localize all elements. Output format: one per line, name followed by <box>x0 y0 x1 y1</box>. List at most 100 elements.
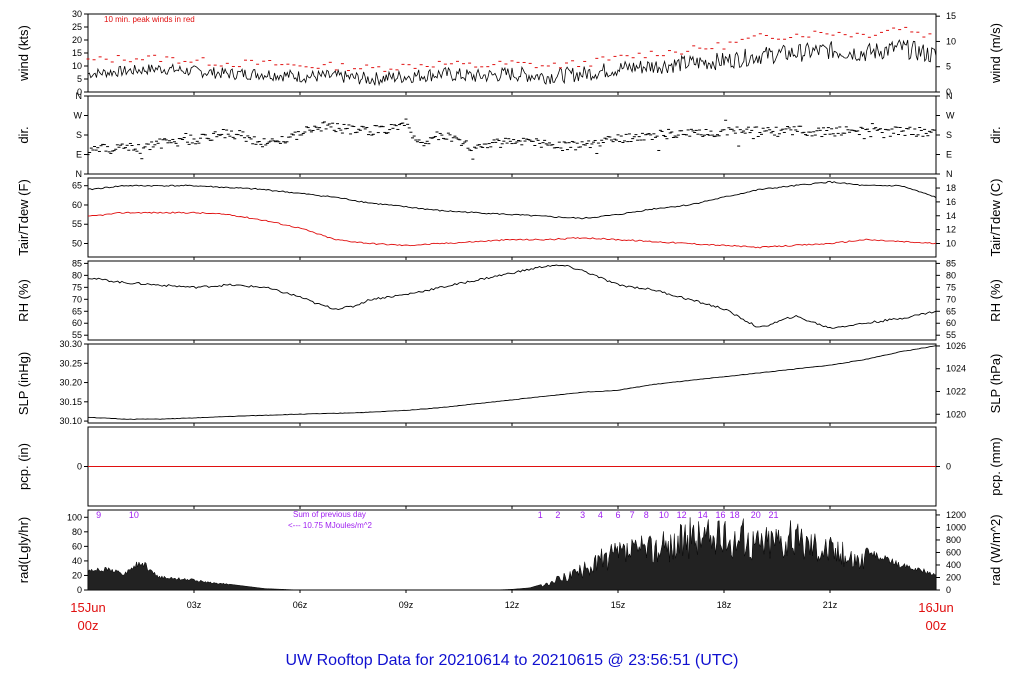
y-tick-label-wind: 25 <box>72 22 82 32</box>
x-tick-label: 21z <box>823 600 838 610</box>
y-axis-label-right-precip: pcp. (mm) <box>988 437 1003 496</box>
panel-frame-rh <box>87 260 937 341</box>
y-tick-label-slp: 30.10 <box>59 416 82 426</box>
y-tick-label-right-rad: 1200 <box>946 510 966 520</box>
y-tick-label-right-dir: W <box>946 111 955 121</box>
y-tick-label-right-rad: 400 <box>946 560 961 570</box>
panel-frame-slp <box>87 343 937 424</box>
temp-series-air <box>88 180 936 220</box>
y-tick-label-right-rh: 65 <box>946 306 956 316</box>
rad-hour-label: 7 <box>630 510 635 520</box>
rad-hour-label: 9 <box>96 510 101 520</box>
y-tick-label-right-dir: S <box>946 130 952 140</box>
y-tick-label-rad: 20 <box>72 570 82 580</box>
y-tick-label-dir: E <box>76 150 82 160</box>
y-tick-label-right-dir: N <box>946 91 953 101</box>
rad-hour-label: 8 <box>644 510 649 520</box>
y-tick-label-rh: 55 <box>72 330 82 340</box>
y-tick-label-right-temp: 18 <box>946 183 956 193</box>
y-axis-label-right-slp: SLP (hPa) <box>988 354 1003 414</box>
x-end-date: 16Jun <box>918 600 953 615</box>
y-tick-label-right-slp: 1020 <box>946 409 966 419</box>
y-tick-label-temp: 65 <box>72 181 82 191</box>
y-tick-label-wind: 10 <box>72 61 82 71</box>
y-tick-label-right-dir: E <box>946 150 952 160</box>
y-tick-label-rh: 80 <box>72 270 82 280</box>
x-end-time: 00z <box>926 618 947 633</box>
x-tick-label: 18z <box>717 600 732 610</box>
y-tick-label-dir: S <box>76 130 82 140</box>
rad-hour-label: 16 <box>715 510 725 520</box>
x-tick-label: 09z <box>399 600 414 610</box>
y-tick-label-dir: N <box>76 91 83 101</box>
panel-frame-temp <box>87 177 937 258</box>
y-tick-label-right-rad: 600 <box>946 547 961 557</box>
x-tick-label: 12z <box>505 600 520 610</box>
rh-series-0 <box>88 264 936 329</box>
y-tick-label-wind: 30 <box>72 9 82 19</box>
y-tick-label-slp: 30.25 <box>59 358 82 368</box>
y-axis-label-temp: Tair/Tdew (F) <box>16 179 31 256</box>
y-tick-label-right-precip: 0 <box>946 462 951 472</box>
panel-frame-wind <box>87 13 937 93</box>
y-tick-label-right-rad: 0 <box>946 585 951 595</box>
wind-speed-series <box>88 39 936 87</box>
y-tick-label-rad: 40 <box>72 556 82 566</box>
y-tick-label-slp: 30.20 <box>59 378 82 388</box>
wind-annotation: 10 min. peak winds in red <box>104 15 195 24</box>
y-tick-label-precip: 0 <box>77 462 82 472</box>
y-tick-label-rh: 60 <box>72 318 82 328</box>
rad-hour-label: 10 <box>659 510 669 520</box>
y-axis-label-precip: pcp. (in) <box>16 443 31 490</box>
y-tick-label-right-wind: 10 <box>946 36 956 46</box>
y-axis-label-right-temp: Tair/Tdew (C) <box>988 178 1003 256</box>
y-axis-label-right-rh: RH (%) <box>988 279 1003 322</box>
rad-annotation-line-1: Sum of previous day <box>293 510 366 519</box>
y-axis-label-dir: dir. <box>16 126 31 143</box>
x-tick-label: 15z <box>611 600 626 610</box>
y-tick-label-right-rh: 75 <box>946 282 956 292</box>
y-tick-label-right-rad: 800 <box>946 535 961 545</box>
y-tick-label-right-rh: 80 <box>946 270 956 280</box>
y-tick-label-right-slp: 1024 <box>946 364 966 374</box>
y-tick-label-rad: 80 <box>72 527 82 537</box>
rad-hour-label: 21 <box>768 510 778 520</box>
y-tick-label-right-temp: 10 <box>946 239 956 249</box>
y-tick-label-right-wind: 5 <box>946 62 951 72</box>
y-tick-label-temp: 60 <box>72 200 82 210</box>
y-axis-label-right-wind: wind (m/s) <box>988 23 1003 84</box>
y-tick-label-right-dir: N <box>946 169 953 179</box>
rad-hour-label: 3 <box>580 510 585 520</box>
rad-annotation-line-2: <--- 10.75 MJoules/m^2 <box>288 521 373 530</box>
y-tick-label-wind: 20 <box>72 35 82 45</box>
y-tick-label-right-wind: 15 <box>946 11 956 21</box>
y-tick-label-temp: 50 <box>72 239 82 249</box>
y-tick-label-right-temp: 12 <box>946 225 956 235</box>
rad-hour-label: 12 <box>677 510 687 520</box>
y-tick-label-rh: 65 <box>72 306 82 316</box>
rad-hour-label: 14 <box>698 510 708 520</box>
y-axis-label-rh: RH (%) <box>16 279 31 322</box>
y-axis-label-right-rad: rad (W/m^2) <box>988 514 1003 585</box>
y-tick-label-rad: 100 <box>67 512 82 522</box>
y-tick-label-dir: N <box>76 169 83 179</box>
y-tick-label-slp: 30.30 <box>59 339 82 349</box>
y-axis-label-wind: wind (kts) <box>16 25 31 82</box>
y-tick-label-right-rh: 55 <box>946 330 956 340</box>
rad-hour-label: 18 <box>730 510 740 520</box>
x-start-date: 15Jun <box>70 600 105 615</box>
y-tick-label-rad: 0 <box>77 585 82 595</box>
y-tick-label-rh: 70 <box>72 294 82 304</box>
y-axis-label-rad: rad(Lgly/hr) <box>16 517 31 583</box>
temp-series-dew <box>88 211 936 249</box>
y-tick-label-right-rad: 200 <box>946 572 961 582</box>
y-tick-label-rad: 60 <box>72 541 82 551</box>
rad-hour-label: 2 <box>555 510 560 520</box>
y-axis-label-slp: SLP (inHg) <box>16 352 31 415</box>
y-tick-label-dir: W <box>74 111 83 121</box>
y-tick-label-right-rh: 70 <box>946 294 956 304</box>
y-tick-label-right-rad: 1000 <box>946 522 966 532</box>
y-tick-label-temp: 55 <box>72 219 82 229</box>
y-tick-label-wind: 15 <box>72 48 82 58</box>
